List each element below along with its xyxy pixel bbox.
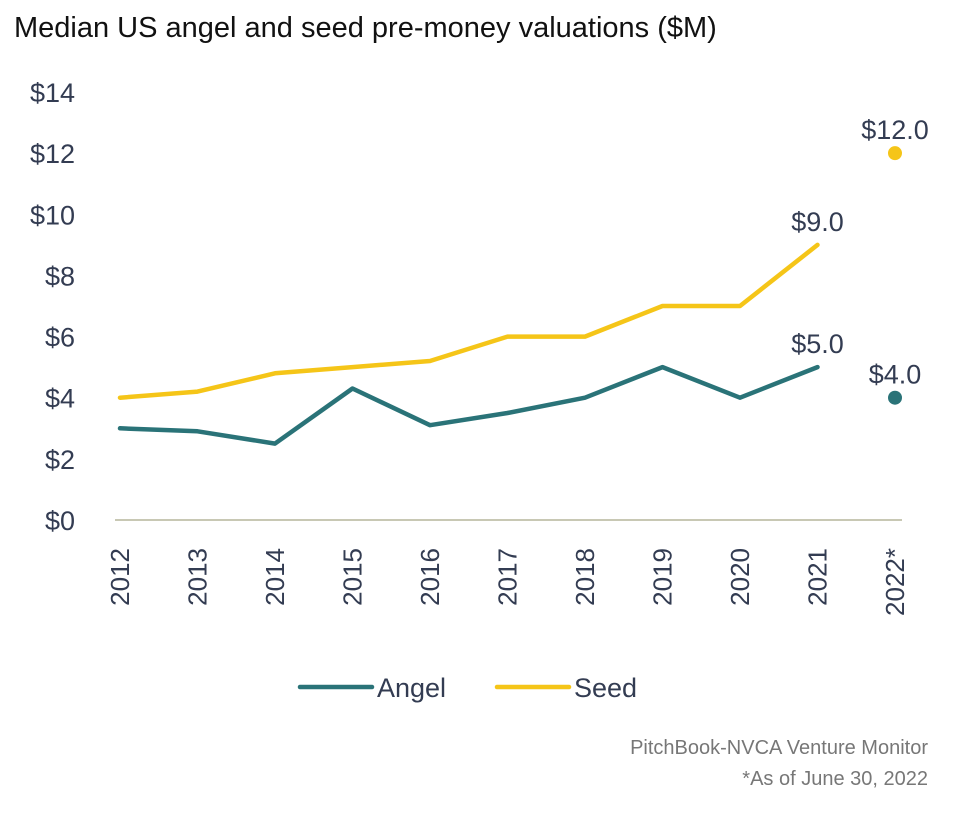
legend-label-angel: Angel <box>377 673 446 703</box>
x-tick-label: 2014 <box>260 548 290 606</box>
series-point-angel <box>888 390 902 405</box>
y-tick-label: $12 <box>30 139 75 169</box>
series-group: $5.0 $4.0 $9.0 $12.0 <box>117 115 929 446</box>
y-tick-label: $4 <box>45 384 75 414</box>
x-tick-label: 2022* <box>880 548 910 616</box>
y-tick-label: $6 <box>45 323 75 353</box>
data-label: $4.0 <box>869 360 922 390</box>
legend: Angel Seed <box>297 673 637 703</box>
series-line-angel <box>117 364 820 446</box>
y-tick-label: $10 <box>30 200 75 230</box>
x-tick-label: 2020 <box>725 548 755 606</box>
series-point-seed <box>888 146 902 161</box>
y-tick-label: $14 <box>30 78 75 108</box>
y-axis: $0 $2 $4 $6 $8 $10 $12 $14 <box>30 78 75 536</box>
data-label: $9.0 <box>791 207 844 237</box>
x-tick-label: 2017 <box>493 548 523 606</box>
x-tick-label: 2016 <box>415 548 445 606</box>
y-tick-label: $8 <box>45 261 75 291</box>
footnote-text: *As of June 30, 2022 <box>742 768 928 790</box>
legend-label-seed: Seed <box>574 673 637 703</box>
y-tick-label: $2 <box>45 445 75 475</box>
x-tick-label: 2012 <box>105 548 135 606</box>
y-tick-label: $0 <box>45 506 75 536</box>
data-label: $12.0 <box>861 115 929 145</box>
data-label: $5.0 <box>791 329 844 359</box>
x-tick-label: 2015 <box>338 548 368 606</box>
x-tick-label: 2019 <box>648 548 678 606</box>
series-line-seed <box>117 242 820 400</box>
x-tick-label: 2018 <box>570 548 600 606</box>
chart-title: Median US angel and seed pre-money valua… <box>14 12 717 44</box>
x-tick-label: 2013 <box>183 548 213 606</box>
x-axis: 2012 2013 2014 2015 2016 2017 2018 2019 2020 2021… <box>105 548 910 616</box>
x-tick-label: 2021 <box>803 548 833 606</box>
source-text: PitchBook-NVCA Venture Monitor <box>630 737 928 759</box>
